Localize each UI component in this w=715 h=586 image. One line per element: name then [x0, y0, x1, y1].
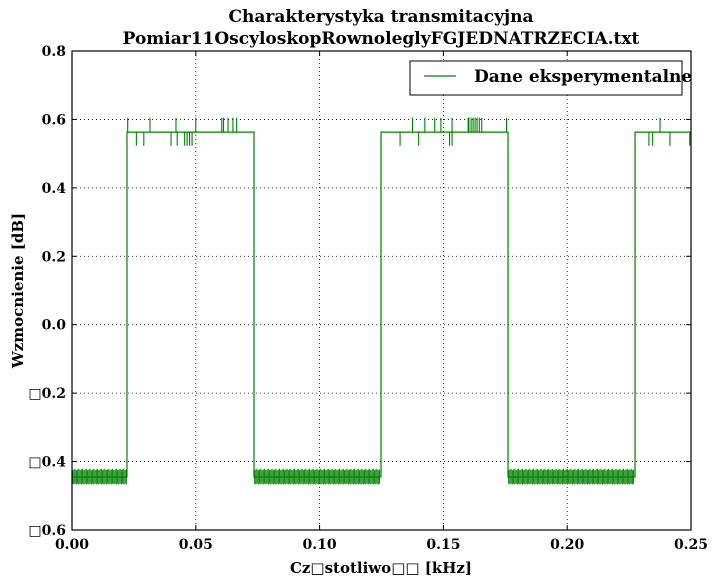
low-state-noise-band — [508, 468, 635, 485]
y-tick-label: 0.8 — [42, 44, 66, 60]
tick-labels: 0.00 0.05 0.10 0.15 0.20 0.25 □0.6 □0.4 □0.2 0.0 0… — [28, 44, 708, 553]
series-line — [72, 131, 691, 478]
y-tick-label: □0.4 — [28, 455, 66, 471]
legend-label: Dane eksperymentalne — [474, 67, 692, 87]
legend: Dane eksperymentalne — [409, 60, 692, 96]
x-tick-label: 0.15 — [426, 537, 460, 553]
chart-title: Charakterystyka transmitacyjna — [229, 7, 534, 27]
plot-area-frame — [71, 50, 692, 531]
y-tick-label: □0.2 — [28, 386, 66, 402]
y-tick-label: 0.2 — [42, 249, 66, 265]
y-tick-label: □0.6 — [28, 523, 66, 539]
x-tick-label: 0.10 — [303, 537, 337, 553]
legend-box — [409, 60, 683, 96]
x-axis-label: Cz□stotliwo□□ [kHz] — [290, 559, 472, 577]
x-tick-label: 0.20 — [550, 537, 584, 553]
x-tick-label: 0.25 — [674, 537, 708, 553]
x-tick-label: 0.00 — [55, 537, 89, 553]
series-line-group — [72, 117, 691, 485]
x-tick-label: 0.05 — [179, 537, 213, 553]
low-state-noise-band — [254, 468, 381, 485]
y-axis-label: Wzmocnienie [dB] — [9, 213, 27, 369]
y-tick-label: 0.6 — [42, 112, 66, 128]
y-tick-label: 0.4 — [42, 181, 67, 197]
chart-subtitle: Pomiar11OscyloskopRownoleglyFGJEDNATRZEC… — [123, 29, 640, 49]
y-tick-label: 0.0 — [42, 318, 67, 334]
